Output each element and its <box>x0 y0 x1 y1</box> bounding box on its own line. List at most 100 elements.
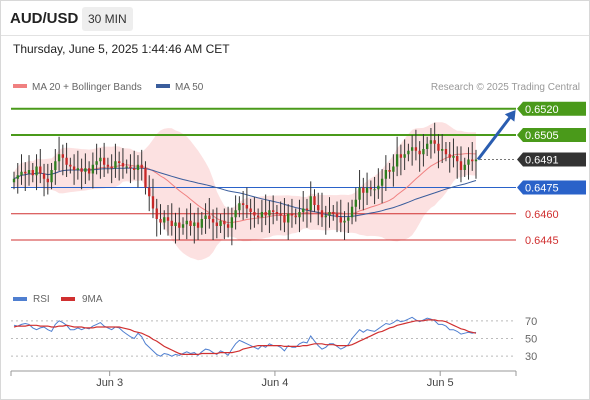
candle-body <box>200 219 203 228</box>
candle-body <box>253 212 256 216</box>
candle-body <box>474 159 478 162</box>
candle-body <box>129 166 132 169</box>
candle-body <box>54 161 57 170</box>
candle-body <box>407 150 410 155</box>
candle-body <box>249 208 252 212</box>
candle-body <box>467 159 470 165</box>
legend-swatch-ma50 <box>156 84 170 88</box>
candle-body <box>140 164 143 169</box>
candle-body <box>193 222 196 226</box>
candle-body <box>163 217 166 223</box>
candle-body <box>256 215 260 218</box>
candle-body <box>358 187 361 200</box>
top-bar: AUD/USD 30 MIN <box>0 0 590 36</box>
forecast-arrow-shaft <box>476 113 514 161</box>
legend-label-9ma: 9MA <box>82 294 103 305</box>
candle-body <box>403 154 406 158</box>
candle-body <box>335 213 339 218</box>
candle-body <box>422 149 425 155</box>
candle-body <box>118 161 121 163</box>
candle-body <box>441 149 444 151</box>
ma50-line <box>13 167 477 218</box>
candle-body <box>181 224 185 228</box>
candle-body <box>39 166 42 174</box>
candle-body <box>388 170 391 172</box>
candle-body <box>452 156 455 158</box>
level-label-0.6491: 0.6491 <box>525 155 559 167</box>
legend-label-rsi: RSI <box>33 294 50 305</box>
candle-body <box>384 170 388 179</box>
copyright-text: Research © 2025 Trading Central <box>431 82 580 93</box>
candle-body <box>84 168 87 172</box>
candle-body <box>294 215 297 218</box>
candle-body <box>354 199 357 207</box>
level-label-0.6475: 0.6475 <box>525 183 559 195</box>
candle-body <box>328 212 331 216</box>
candle-body <box>369 187 372 190</box>
candle-body <box>148 187 151 197</box>
candle-body <box>76 168 80 170</box>
candle-body <box>287 213 290 223</box>
level-label-0.6460: 0.6460 <box>525 209 559 221</box>
candle-body <box>373 189 376 191</box>
candle-body <box>174 222 177 226</box>
candle-body <box>151 196 155 209</box>
candle-body <box>399 154 403 158</box>
candle-body <box>185 220 188 225</box>
level-label-0.6445: 0.6445 <box>525 235 559 247</box>
x-tick-label: Jun 3 <box>96 377 123 389</box>
candle-body <box>332 212 335 214</box>
candle-body <box>283 215 286 223</box>
candle-body <box>362 187 365 193</box>
candle-body <box>31 170 34 176</box>
candle-body <box>69 164 72 167</box>
candle-body <box>95 161 98 165</box>
candle-body <box>260 212 264 218</box>
candle-body <box>136 164 140 170</box>
candle-body <box>178 222 181 228</box>
candle-body <box>208 215 211 219</box>
interval-button[interactable]: 30 MIN <box>82 7 133 31</box>
level-label-box-0.6475 <box>517 180 586 195</box>
candle-body <box>24 171 27 174</box>
candle-body <box>410 147 414 151</box>
symbol-title: AUD/USD <box>10 10 79 27</box>
candle-body <box>215 222 218 226</box>
candle-body <box>305 208 309 211</box>
candle-body <box>91 164 95 174</box>
candle-body <box>230 217 234 228</box>
candle-body <box>275 212 279 214</box>
candle-body <box>377 185 380 190</box>
candle-body <box>350 206 354 218</box>
candle-body <box>27 170 31 174</box>
candle-body <box>309 196 312 211</box>
x-tick-label: Jun 4 <box>261 377 288 389</box>
candle-body <box>298 212 301 218</box>
candle-body <box>365 187 369 193</box>
candle-body <box>133 168 136 170</box>
candle-body <box>166 217 170 221</box>
candle-body <box>238 203 241 211</box>
legend-label-ma50: MA 50 <box>175 82 204 93</box>
moving-averages <box>13 152 477 224</box>
candle-body <box>204 215 207 219</box>
candle-body <box>268 210 271 216</box>
candle-body <box>339 217 342 223</box>
candle-body <box>46 178 49 183</box>
candle-body <box>414 147 418 151</box>
candle-body <box>159 219 162 223</box>
timestamp: Thursday, June 5, 2025 1:44:46 AM CET <box>13 42 230 56</box>
rsi-level-label-70: 70 <box>525 316 537 328</box>
candle-body <box>144 168 147 188</box>
candle-body <box>99 157 102 162</box>
bollinger-band-layer <box>14 122 476 261</box>
candle-body <box>456 156 459 162</box>
level-label-box-0.6491 <box>517 152 586 167</box>
candle-body <box>433 140 436 144</box>
candle-body <box>50 170 53 183</box>
candle-body <box>61 154 64 158</box>
candle-body <box>211 219 215 223</box>
candle-body <box>437 143 440 151</box>
candle-body <box>125 166 128 168</box>
